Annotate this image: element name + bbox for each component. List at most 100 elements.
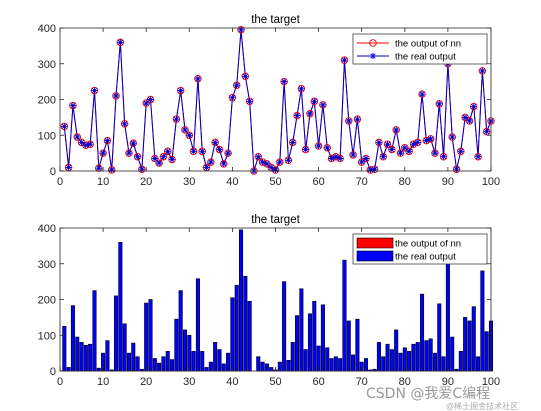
- bar: [148, 299, 153, 372]
- bar: [122, 323, 127, 372]
- data-point-nn: [327, 154, 336, 163]
- data-point-real: [263, 160, 271, 168]
- data-point-nn: [375, 138, 383, 147]
- bar: [441, 356, 446, 372]
- data-point-real: [453, 166, 460, 173]
- bar: [398, 352, 403, 372]
- data-point-real: [397, 149, 404, 157]
- data-point-real: [280, 78, 288, 85]
- x-tick-label: 90: [442, 176, 454, 188]
- data-point-real: [151, 155, 159, 162]
- data-point-nn: [189, 147, 198, 156]
- data-point-nn: [276, 158, 284, 166]
- legend-label: the real output: [395, 52, 456, 63]
- data-point-real: [388, 146, 396, 153]
- data-point-real: [349, 151, 357, 159]
- data-point-nn: [297, 85, 306, 93]
- bar: [131, 342, 136, 372]
- bar: [376, 342, 381, 372]
- data-point-nn: [155, 159, 163, 167]
- data-point-nn: [310, 97, 319, 106]
- data-point-real: [311, 98, 318, 105]
- data-point-nn: [383, 140, 392, 148]
- data-point-nn: [349, 151, 357, 159]
- data-point-nn: [340, 56, 349, 64]
- top-axes: 0 10 20 30 40 50 60 70 80 90 100 0 100 200 300 400 the t…: [38, 14, 501, 188]
- data-point-real: [255, 153, 262, 160]
- data-point-real: [65, 164, 72, 171]
- bar: [312, 300, 317, 372]
- data-point-real: [298, 85, 305, 92]
- y-tick-label: 0: [50, 366, 56, 378]
- data-point-real: [78, 139, 85, 146]
- data-point-nn: [396, 149, 405, 157]
- data-point-real: [423, 137, 430, 144]
- data-point-nn: [426, 135, 435, 143]
- data-point-real: [224, 149, 232, 157]
- data-point-real: [315, 142, 322, 150]
- data-point-real: [121, 120, 128, 128]
- data-point-real: [405, 148, 413, 155]
- data-point-nn: [474, 152, 482, 161]
- data-point-real: [143, 99, 150, 107]
- data-point-nn: [353, 115, 362, 123]
- x-tick-label: 20: [140, 176, 152, 188]
- y-tick-label: 200: [38, 295, 56, 307]
- data-point-real: [82, 142, 90, 149]
- data-point-nn: [125, 149, 133, 157]
- bar: [79, 342, 84, 372]
- legend-swatch: [356, 237, 394, 249]
- data-point-real: [125, 149, 133, 157]
- data-point-nn: [245, 97, 254, 106]
- data-point-nn: [288, 138, 297, 147]
- data-point-nn: [228, 93, 237, 102]
- bar: [243, 275, 248, 372]
- bar: [105, 340, 110, 372]
- x-tick-label: 50: [269, 376, 281, 388]
- legend-label: the output of nn: [395, 39, 461, 50]
- bar: [92, 290, 97, 372]
- bar: [187, 334, 192, 372]
- data-point-real: [130, 139, 137, 147]
- x-tick-label: 20: [140, 376, 152, 388]
- bar: [467, 320, 472, 372]
- bar: [264, 363, 269, 372]
- data-point-real: [427, 135, 434, 143]
- y-tick-label: 400: [38, 23, 56, 35]
- data-point-nn: [301, 145, 310, 154]
- data-point-nn: [112, 92, 120, 100]
- bar: [247, 300, 252, 372]
- bar: [320, 304, 325, 372]
- data-point-real: [289, 139, 296, 146]
- bar: [394, 329, 399, 372]
- data-point-nn: [319, 101, 327, 109]
- bar: [170, 359, 175, 372]
- bar: [476, 356, 481, 372]
- data-point-nn: [194, 75, 202, 83]
- data-point-nn: [99, 149, 107, 157]
- bar: [458, 351, 463, 372]
- bar: [299, 288, 304, 372]
- y-tick-label: 100: [38, 330, 56, 342]
- bar: [178, 290, 183, 372]
- data-point-nn: [362, 154, 370, 163]
- bar: [385, 343, 390, 372]
- bar: [381, 356, 386, 372]
- data-point-real: [91, 87, 98, 94]
- data-point-nn: [258, 158, 267, 166]
- bar: [208, 361, 213, 372]
- legend-swatch: [356, 250, 394, 262]
- data-point-nn: [435, 100, 444, 108]
- data-point-real: [259, 158, 266, 166]
- bar: [118, 242, 123, 372]
- bar: [389, 349, 394, 372]
- data-point-real: [173, 115, 180, 123]
- data-point-real: [354, 115, 361, 123]
- data-point-nn: [232, 81, 241, 89]
- bar: [290, 342, 295, 372]
- bar: [88, 343, 93, 372]
- data-point-nn: [345, 117, 353, 125]
- data-point-nn: [60, 122, 69, 131]
- data-point-real: [117, 39, 124, 46]
- data-point-nn: [314, 142, 323, 150]
